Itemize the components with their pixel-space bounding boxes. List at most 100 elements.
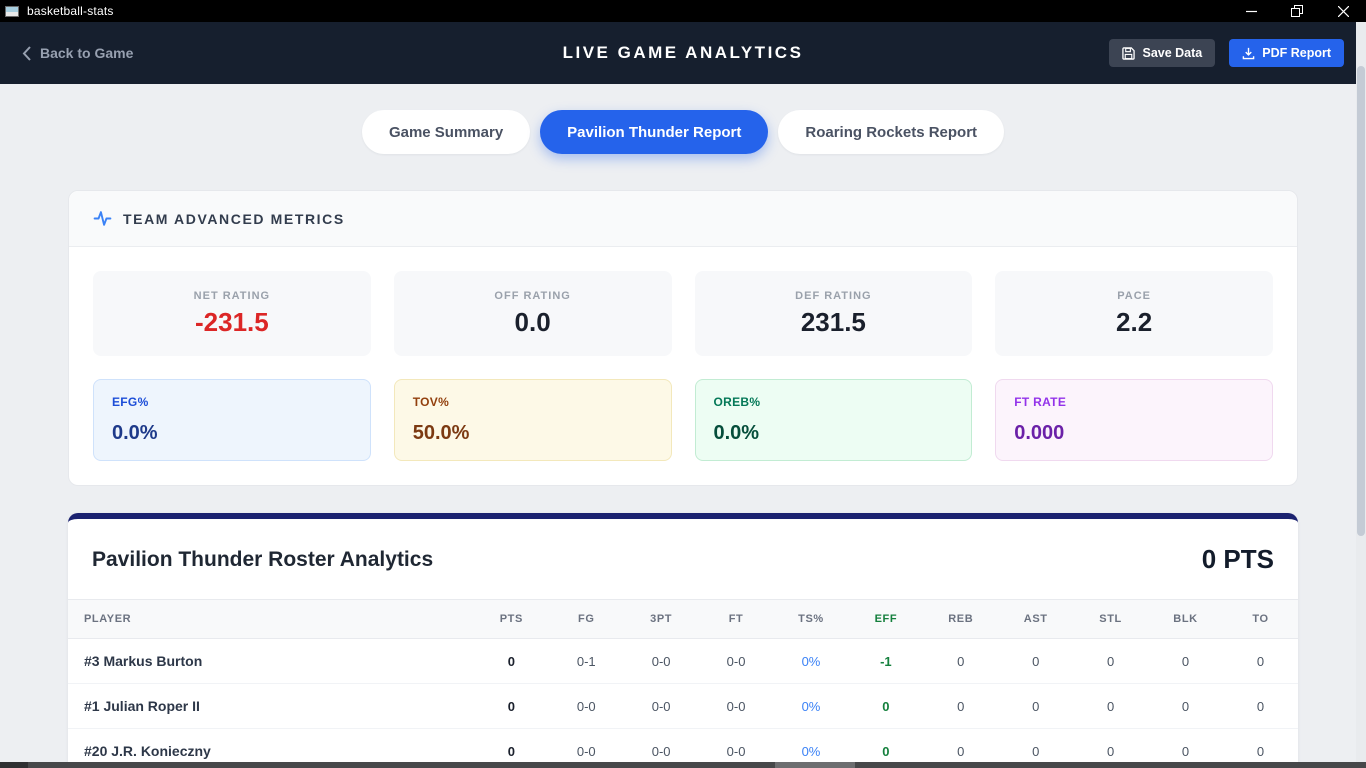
cell-reb: 0 <box>923 638 999 684</box>
cell-stl: 0 <box>1073 638 1149 684</box>
cell-ts: 0% <box>773 638 849 684</box>
metric-card-efg: EFG% 0.0% <box>93 379 371 461</box>
metrics-body: NET RATING -231.5 OFF RATING 0.0 DEF RATING 2… <box>69 247 1297 485</box>
cell-blk: 0 <box>1148 683 1223 729</box>
app-icon <box>5 5 19 17</box>
metric-card-pace: PACE 2.2 <box>995 271 1273 356</box>
column-header-ast: AST <box>998 599 1074 639</box>
cell-eff: 0 <box>848 683 924 729</box>
metric-label: PACE <box>1117 289 1151 302</box>
close-icon <box>1337 5 1349 17</box>
vertical-scrollbar[interactable] <box>1356 22 1366 762</box>
cell-blk: 0 <box>1148 638 1223 684</box>
metric-value: -231.5 <box>195 306 269 337</box>
download-icon <box>1242 47 1255 59</box>
cell-ts: 0% <box>773 683 849 729</box>
cell-ts: 0% <box>773 728 849 768</box>
app-header: Back to Game LIVE GAME ANALYTICS Save Da… <box>0 22 1366 84</box>
tab-roaring-rockets-report[interactable]: Roaring Rockets Report <box>778 110 1005 154</box>
column-header-eff: EFF <box>848 599 924 639</box>
window-controls <box>1228 0 1366 22</box>
column-header-ft: FT <box>698 599 774 639</box>
cell-blk: 0 <box>1148 728 1223 768</box>
column-header-blk: BLK <box>1148 599 1223 639</box>
activity-icon <box>93 211 112 226</box>
bottom-scrollbar-thumb[interactable] <box>775 762 855 768</box>
minimize-icon <box>1245 10 1257 12</box>
vertical-scrollbar-thumb[interactable] <box>1357 66 1365 536</box>
bottom-scrollbar[interactable] <box>0 762 1366 768</box>
cell-reb: 0 <box>923 728 999 768</box>
metric-card-tov: TOV% 50.0% <box>393 379 672 461</box>
metric-label: OREB% <box>713 395 761 409</box>
cell-fg: 0-0 <box>548 728 624 768</box>
back-to-game-link[interactable]: Back to Game <box>22 45 133 61</box>
cell-ast: 0 <box>998 728 1074 768</box>
metrics-section-title: TEAM ADVANCED METRICS <box>123 210 345 227</box>
tab-game-summary[interactable]: Game Summary <box>361 110 531 154</box>
table-row: #1 Julian Roper II 0 0-0 0-0 0-0 0% 0 0 0 0 0 0 <box>68 683 1298 729</box>
cell-to: 0 <box>1222 638 1298 684</box>
cell-fg: 0-1 <box>548 638 624 684</box>
pdf-report-label: PDF Report <box>1262 46 1331 60</box>
cell-ast: 0 <box>998 683 1074 729</box>
column-header-player: PLAYER <box>68 599 474 639</box>
metric-card-ft-rate: FT RATE 0.000 <box>995 379 1273 461</box>
column-header-to: TO <box>1222 599 1298 639</box>
metric-card-off-rating: OFF RATING 0.0 <box>393 271 672 356</box>
metric-label: DEF RATING <box>795 289 872 302</box>
roster-table: PLAYER PTS FG 3PT FT TS% EFF REB AST STL BLK TO #3 … <box>68 599 1298 768</box>
restore-icon <box>1291 5 1303 17</box>
secondary-metrics-grid: EFG% 0.0% TOV% 50.0% OREB% 0.0% FT RATE 0.000 <box>93 379 1273 461</box>
report-tabs: Game Summary Pavilion Thunder Report Roari… <box>0 110 1366 154</box>
cell-p3: 0-0 <box>623 728 699 768</box>
metric-label: TOV% <box>412 395 450 409</box>
cell-ft: 0-0 <box>698 638 774 684</box>
cell-stl: 0 <box>1073 728 1149 768</box>
cell-ft: 0-0 <box>698 728 774 768</box>
cell-p3: 0-0 <box>623 683 699 729</box>
column-header-p3: 3PT <box>623 599 699 639</box>
column-header-reb: REB <box>923 599 999 639</box>
team-total-points: 0 PTS <box>1201 544 1274 574</box>
table-row: #20 J.R. Konieczny 0 0-0 0-0 0-0 0% 0 0 0 0 0 0 <box>68 728 1298 768</box>
metric-card-net-rating: NET RATING -231.5 <box>93 271 371 356</box>
chevron-left-icon <box>22 45 31 61</box>
save-data-button[interactable]: Save Data <box>1109 39 1216 67</box>
cell-p3: 0-0 <box>623 638 699 684</box>
metric-value: 231.5 <box>800 306 866 337</box>
bottom-scrollbar-end <box>0 762 28 768</box>
metric-value: 2.2 <box>1116 306 1153 337</box>
cell-to: 0 <box>1222 683 1298 729</box>
os-titlebar: basketball-stats <box>0 0 1366 22</box>
cell-pts: 0 <box>473 638 549 684</box>
cell-ft: 0-0 <box>698 683 774 729</box>
column-header-ts: TS% <box>773 599 849 639</box>
cell-player: #1 Julian Roper II <box>68 683 474 729</box>
cell-fg: 0-0 <box>548 683 624 729</box>
metric-label: NET RATING <box>193 289 271 302</box>
close-button[interactable] <box>1320 0 1366 22</box>
roster-table-head: PLAYER PTS FG 3PT FT TS% EFF REB AST STL BLK TO <box>68 599 1298 639</box>
cell-player: #3 Markus Burton <box>68 638 474 684</box>
tab-pavilion-thunder-report[interactable]: Pavilion Thunder Report <box>540 110 769 154</box>
metric-value: 0.0 <box>514 306 551 337</box>
metrics-section-header: TEAM ADVANCED METRICS <box>69 191 1297 247</box>
cell-to: 0 <box>1222 728 1298 768</box>
cell-pts: 0 <box>473 683 549 729</box>
back-link-label: Back to Game <box>40 45 134 61</box>
primary-metrics-grid: NET RATING -231.5 OFF RATING 0.0 DEF RATING 2… <box>93 271 1273 356</box>
pdf-report-button[interactable]: PDF Report <box>1229 39 1344 67</box>
maximize-button[interactable] <box>1274 0 1320 22</box>
minimize-button[interactable] <box>1228 0 1274 22</box>
roster-tbody: #3 Markus Burton 0 0-1 0-0 0-0 0% -1 0 0 0 0 0 #1 Ju… <box>68 638 1298 768</box>
save-icon <box>1122 46 1136 60</box>
save-data-label: Save Data <box>1142 46 1203 60</box>
cell-pts: 0 <box>473 728 549 768</box>
metric-label: OFF RATING <box>494 289 571 302</box>
table-row: #3 Markus Burton 0 0-1 0-0 0-0 0% -1 0 0 0 0 0 <box>68 638 1298 684</box>
cell-ast: 0 <box>998 638 1074 684</box>
metric-card-oreb: OREB% 0.0% <box>694 379 973 461</box>
cell-eff: 0 <box>848 728 924 768</box>
cell-reb: 0 <box>923 683 999 729</box>
